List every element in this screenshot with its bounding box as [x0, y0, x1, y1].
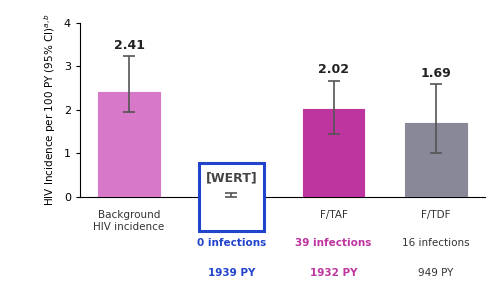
Text: Background
HIV incidence: Background HIV incidence	[94, 210, 164, 232]
Text: 1932 PY: 1932 PY	[310, 268, 358, 278]
Bar	[303, 109, 364, 197]
Text: 16 infections: 16 infections	[402, 238, 469, 248]
Text: 39 infections: 39 infections	[296, 238, 372, 248]
Text: 1.69: 1.69	[420, 67, 452, 80]
Bar	[98, 92, 160, 197]
Text: 1939 PY: 1939 PY	[208, 268, 255, 278]
Text: F/TDF: F/TDF	[421, 210, 450, 221]
Text: 949 PY: 949 PY	[418, 268, 454, 278]
Text: [WERT]: [WERT]	[206, 172, 257, 185]
Bar	[405, 123, 466, 197]
Text: 2.02: 2.02	[318, 64, 349, 76]
Text: F/TAF: F/TAF	[320, 210, 347, 221]
Text: 2.41: 2.41	[114, 39, 144, 52]
Text: 0 infections: 0 infections	[196, 238, 266, 248]
FancyBboxPatch shape	[198, 163, 264, 231]
Text: LEN: LEN	[222, 210, 242, 221]
Y-axis label: HIV Incidence per 100 PY (95% CI)$^{a,b}$: HIV Incidence per 100 PY (95% CI)$^{a,b}…	[42, 13, 58, 206]
